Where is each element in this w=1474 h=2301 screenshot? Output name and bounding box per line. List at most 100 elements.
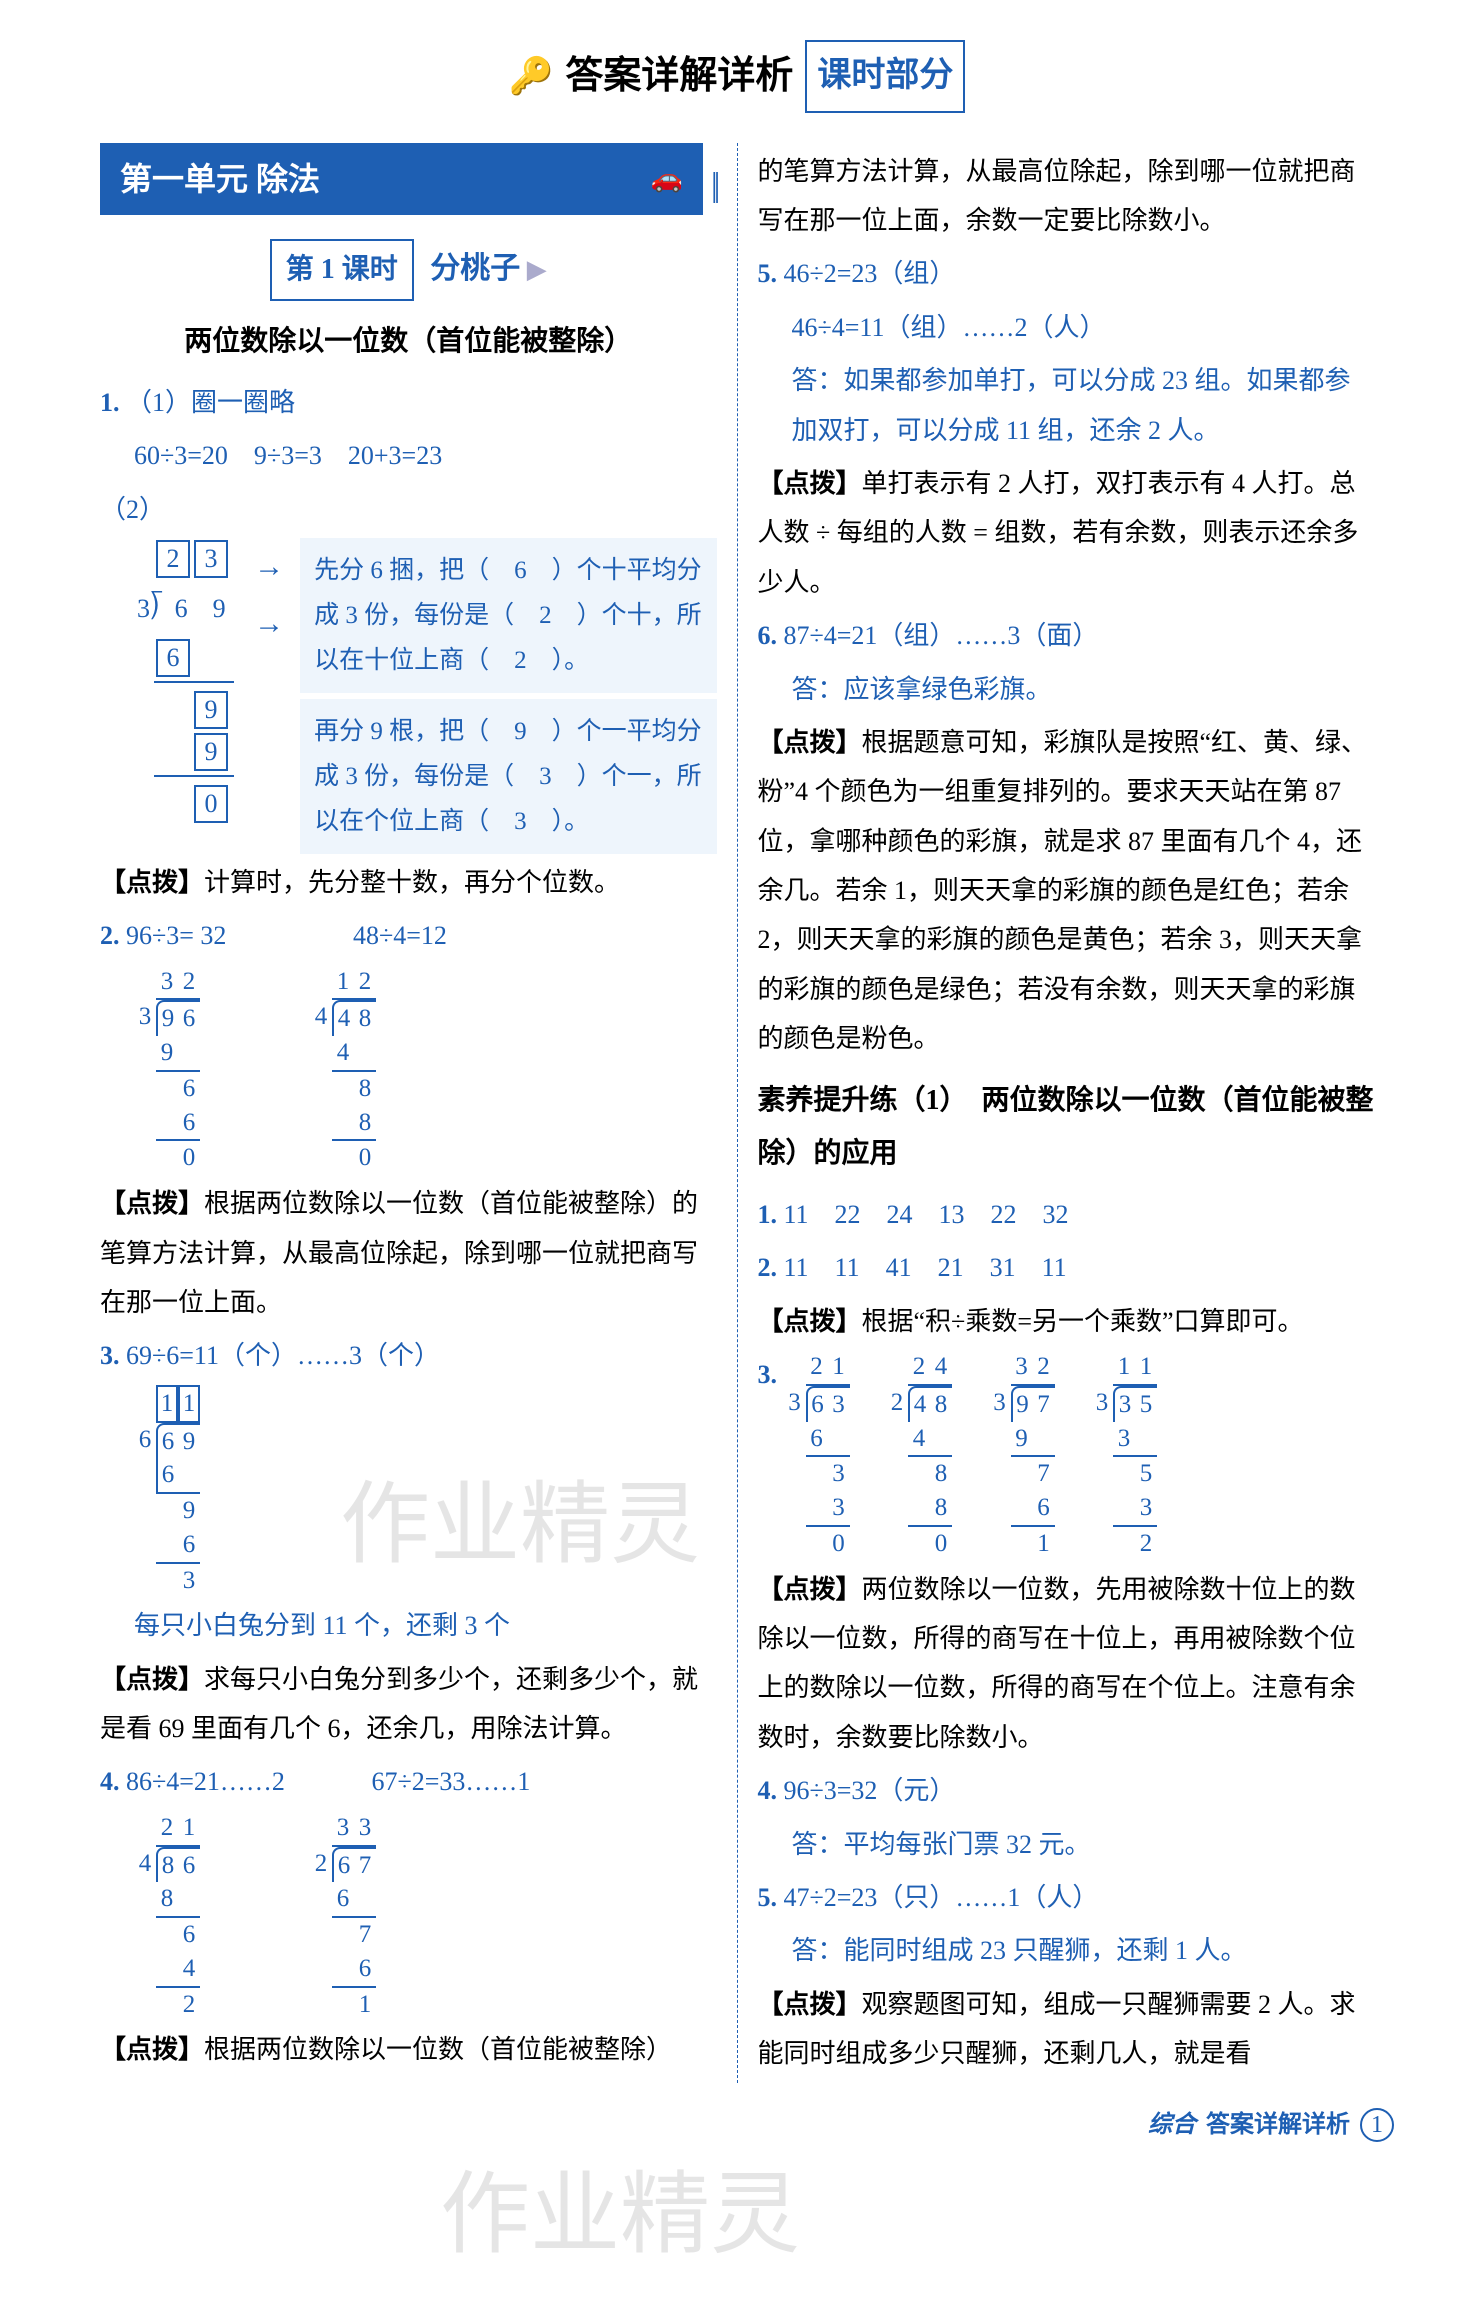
tip1-text: 计算时，先分整十数，再分个位数。 xyxy=(204,868,620,897)
s2-q3: 3. 21 363 6 3 3 0 24 248 4 8 xyxy=(758,1350,1375,1561)
tip5: 【点拨】单打表示有 2 人打，双打表示有 4 人打。总人数 ÷ 每组的人数 = … xyxy=(758,459,1375,607)
step2: 9 xyxy=(194,691,228,729)
arrow-icon: → xyxy=(254,595,284,652)
s2-tip2-text: 根据“积÷乘数=另一个乘数”口算即可。 xyxy=(862,1307,1304,1336)
division-4a: 21 486 8 6 4 2 xyxy=(134,1811,200,2022)
q6: 6. 87÷4=21（组）……3（面） xyxy=(758,611,1375,660)
tip1: 【点拨】计算时，先分整十数，再分个位数。 xyxy=(100,858,717,907)
footer: 综合 答案详解详析 1 xyxy=(80,2103,1394,2149)
division-2a: 32 396 9 6 6 0 xyxy=(134,965,200,1176)
step3: 9 xyxy=(194,733,228,771)
footer-brand: 综合 xyxy=(1148,2103,1196,2149)
s2-q5-answer: 答：能同时组成 23 只醒狮，还剩 1 人。 xyxy=(758,1926,1375,1975)
tip6: 【点拨】根据题意可知，彩旗队是按照“红、黄、绿、粉”4 个颜色为一组重复排列的。… xyxy=(758,718,1375,1064)
q4-label: 4. xyxy=(100,1767,120,1796)
q1-1: （1）圈一圈略 xyxy=(126,388,295,417)
car-icon: 🚗 xyxy=(651,154,683,203)
s2-q4-answer: 答：平均每张门票 32 元。 xyxy=(758,1820,1375,1869)
q2-label: 2. xyxy=(100,921,120,950)
division-3: 11 669 6 9 6 3 xyxy=(100,1385,717,1598)
s2-q2-text: 11 11 41 21 31 11 xyxy=(784,1253,1067,1282)
unit-label: 第一单元 除法 xyxy=(120,149,320,210)
unit-banner-row: 第一单元 除法 🚗 || xyxy=(100,143,717,230)
explain-1: 先分 6 捆，把（ 6 ）个十平均分成 3 份，每份是（ 2 ）个十，所以在十位… xyxy=(300,538,716,693)
q3-label: 3. xyxy=(100,1341,120,1370)
s2-q1: 1. 11 22 24 13 22 32 xyxy=(758,1190,1375,1239)
tip-label: 【点拨】 xyxy=(758,1307,862,1336)
box-q2: 3 xyxy=(194,540,228,578)
lesson-title: 分桃子 xyxy=(430,252,520,285)
left-column: 第一单元 除法 🚗 || 第 1 课时 分桃子 ▶ 两位数除以一位数（首位能被整… xyxy=(80,143,738,2083)
q2: 2. 96÷3= 32 48÷4=12 xyxy=(100,911,717,960)
s2-q3-divisions: 21 363 6 3 3 0 24 248 4 8 8 0 xyxy=(784,1360,1188,1389)
key-icon: 🔑 xyxy=(509,42,554,110)
q2-divisions: 32 396 9 6 6 0 12 448 4 8 8 0 xyxy=(100,965,717,1176)
q6-label: 6. xyxy=(758,621,778,650)
s2-tip3: 【点拨】两位数除以一位数，先用被除数十位上的数除以一位数，所得的商写在十位上，再… xyxy=(758,1565,1375,1763)
explain-2: 再分 9 根，把（ 9 ）个一平均分成 3 份，每份是（ 3 ）个一，所以在个位… xyxy=(300,699,716,854)
q3: 3. 69÷6=11（个）……3（个） xyxy=(100,1331,717,1380)
section2-title: 素养提升练（1） 两位数除以一位数（首位能被整除）的应用 xyxy=(758,1074,1375,1180)
step1: 6 xyxy=(156,639,190,677)
s2-tip5: 【点拨】观察题图可知，组成一只醒狮需要 2 人。求能同时组成多少只醒狮，还剩几人… xyxy=(758,1980,1375,2079)
s2-q5-label: 5. xyxy=(758,1883,778,1912)
q4a: 86÷4=21……2 xyxy=(126,1767,285,1796)
q3-answer: 每只小白兔分到 11 个，还剩 3 个 xyxy=(100,1601,717,1650)
tip-label: 【点拨】 xyxy=(758,469,862,498)
q3-text: 69÷6=11（个）……3（个） xyxy=(126,1341,440,1370)
s2-q1-text: 11 22 24 13 22 32 xyxy=(784,1200,1069,1229)
tip6-text: 根据题意可知，彩旗队是按照“红、黄、绿、粉”4 个颜色为一组重复排列的。要求天天… xyxy=(758,728,1368,1053)
tip-label: 【点拨】 xyxy=(100,1665,204,1694)
tip-label: 【点拨】 xyxy=(100,2035,204,2064)
q2a: 96÷3= 32 xyxy=(126,921,226,950)
tip4: 【点拨】根据两位数除以一位数（首位能被整除） xyxy=(100,2025,717,2074)
banner-stripes: || xyxy=(711,154,717,219)
right-column: 的笔算方法计算，从最高位除起，除到哪一位就把商写在那一位上面，余数一定要比除数小… xyxy=(738,143,1395,2083)
header-subtitle-box: 课时部分 xyxy=(805,40,965,113)
page-header: 🔑 答案详解详析 课时部分 xyxy=(80,40,1394,113)
page: 🔑 答案详解详析 课时部分 第一单元 除法 🚗 || 第 1 课时 分桃子 ▶ … xyxy=(80,40,1394,2148)
s2-q1-label: 1. xyxy=(758,1200,778,1229)
q5b: 46÷4=11（组）……2（人） xyxy=(758,303,1375,352)
q5-answer: 答：如果都参加单打，可以分成 23 组。如果都参加双打，可以分成 11 组，还余… xyxy=(758,356,1375,455)
q1-2-content: 2 3 3 ⟌ 6 9 6 xyxy=(100,538,717,854)
q4-divisions: 21 486 8 6 4 2 33 267 6 7 6 1 xyxy=(100,1811,717,2022)
tip4-text: 根据两位数除以一位数（首位能被整除） xyxy=(204,2035,672,2064)
s2-q4-text: 96÷3=32（元） xyxy=(784,1776,956,1805)
footer-label: 答案详解详析 xyxy=(1206,2103,1350,2149)
header-title: 答案详解详析 xyxy=(565,40,793,112)
tip2: 【点拨】根据两位数除以一位数（首位能被整除）的笔算方法计算，从最高位除起，除到哪… xyxy=(100,1179,717,1327)
q6-text: 87÷4=21（组）……3（面） xyxy=(784,621,1099,650)
cont-text: 的笔算方法计算，从最高位除起，除到哪一位就把商写在那一位上面，余数一定要比除数小… xyxy=(758,147,1375,246)
dividend-2: 9 xyxy=(202,589,236,627)
triangle-icon: ▶ xyxy=(527,255,547,284)
arrows: → → xyxy=(254,538,284,652)
q1-2-label: （2） xyxy=(100,485,717,534)
q4: 4. 86÷4=21……2 67÷2=33……1 xyxy=(100,1757,717,1806)
step4: 0 xyxy=(194,785,228,823)
q4b: 67÷2=33……1 xyxy=(371,1767,530,1796)
q1-label: 1. xyxy=(100,388,120,417)
tip-label: 【点拨】 xyxy=(100,1189,204,1218)
q6-answer: 答：应该拿绿色彩旗。 xyxy=(758,665,1375,714)
s2-q2-label: 2. xyxy=(758,1253,778,1282)
explain-boxes: 先分 6 捆，把（ 6 ）个十平均分成 3 份，每份是（ 2 ）个十，所以在十位… xyxy=(300,538,716,854)
unit-banner: 第一单元 除法 🚗 xyxy=(100,143,703,216)
s2-q4-label: 4. xyxy=(758,1776,778,1805)
tip-label: 【点拨】 xyxy=(758,728,862,757)
lesson-row: 第 1 课时 分桃子 ▶ xyxy=(100,239,717,300)
tip3: 【点拨】求每只小白兔分到多少个，还剩多少个，就是看 69 里面有几个 6，还余几… xyxy=(100,1655,717,1754)
division-2b: 12 448 4 8 8 0 xyxy=(310,965,376,1176)
q5-label: 5. xyxy=(758,259,778,288)
s2-q2: 2. 11 11 41 21 31 11 xyxy=(758,1243,1375,1292)
dividend-1: 6 xyxy=(164,589,198,627)
arrow-icon: → xyxy=(254,538,284,595)
division-4b: 33 267 6 7 6 1 xyxy=(310,1811,376,2022)
divisor: 3 xyxy=(120,584,150,633)
lesson-number-box: 第 1 课时 xyxy=(270,239,414,300)
tip-label: 【点拨】 xyxy=(758,1990,862,2019)
box-q1: 2 xyxy=(156,540,190,578)
tip-label: 【点拨】 xyxy=(100,868,204,897)
s2-q4: 4. 96÷3=32（元） xyxy=(758,1766,1375,1815)
sub-heading: 两位数除以一位数（首位能被整除） xyxy=(100,315,717,368)
